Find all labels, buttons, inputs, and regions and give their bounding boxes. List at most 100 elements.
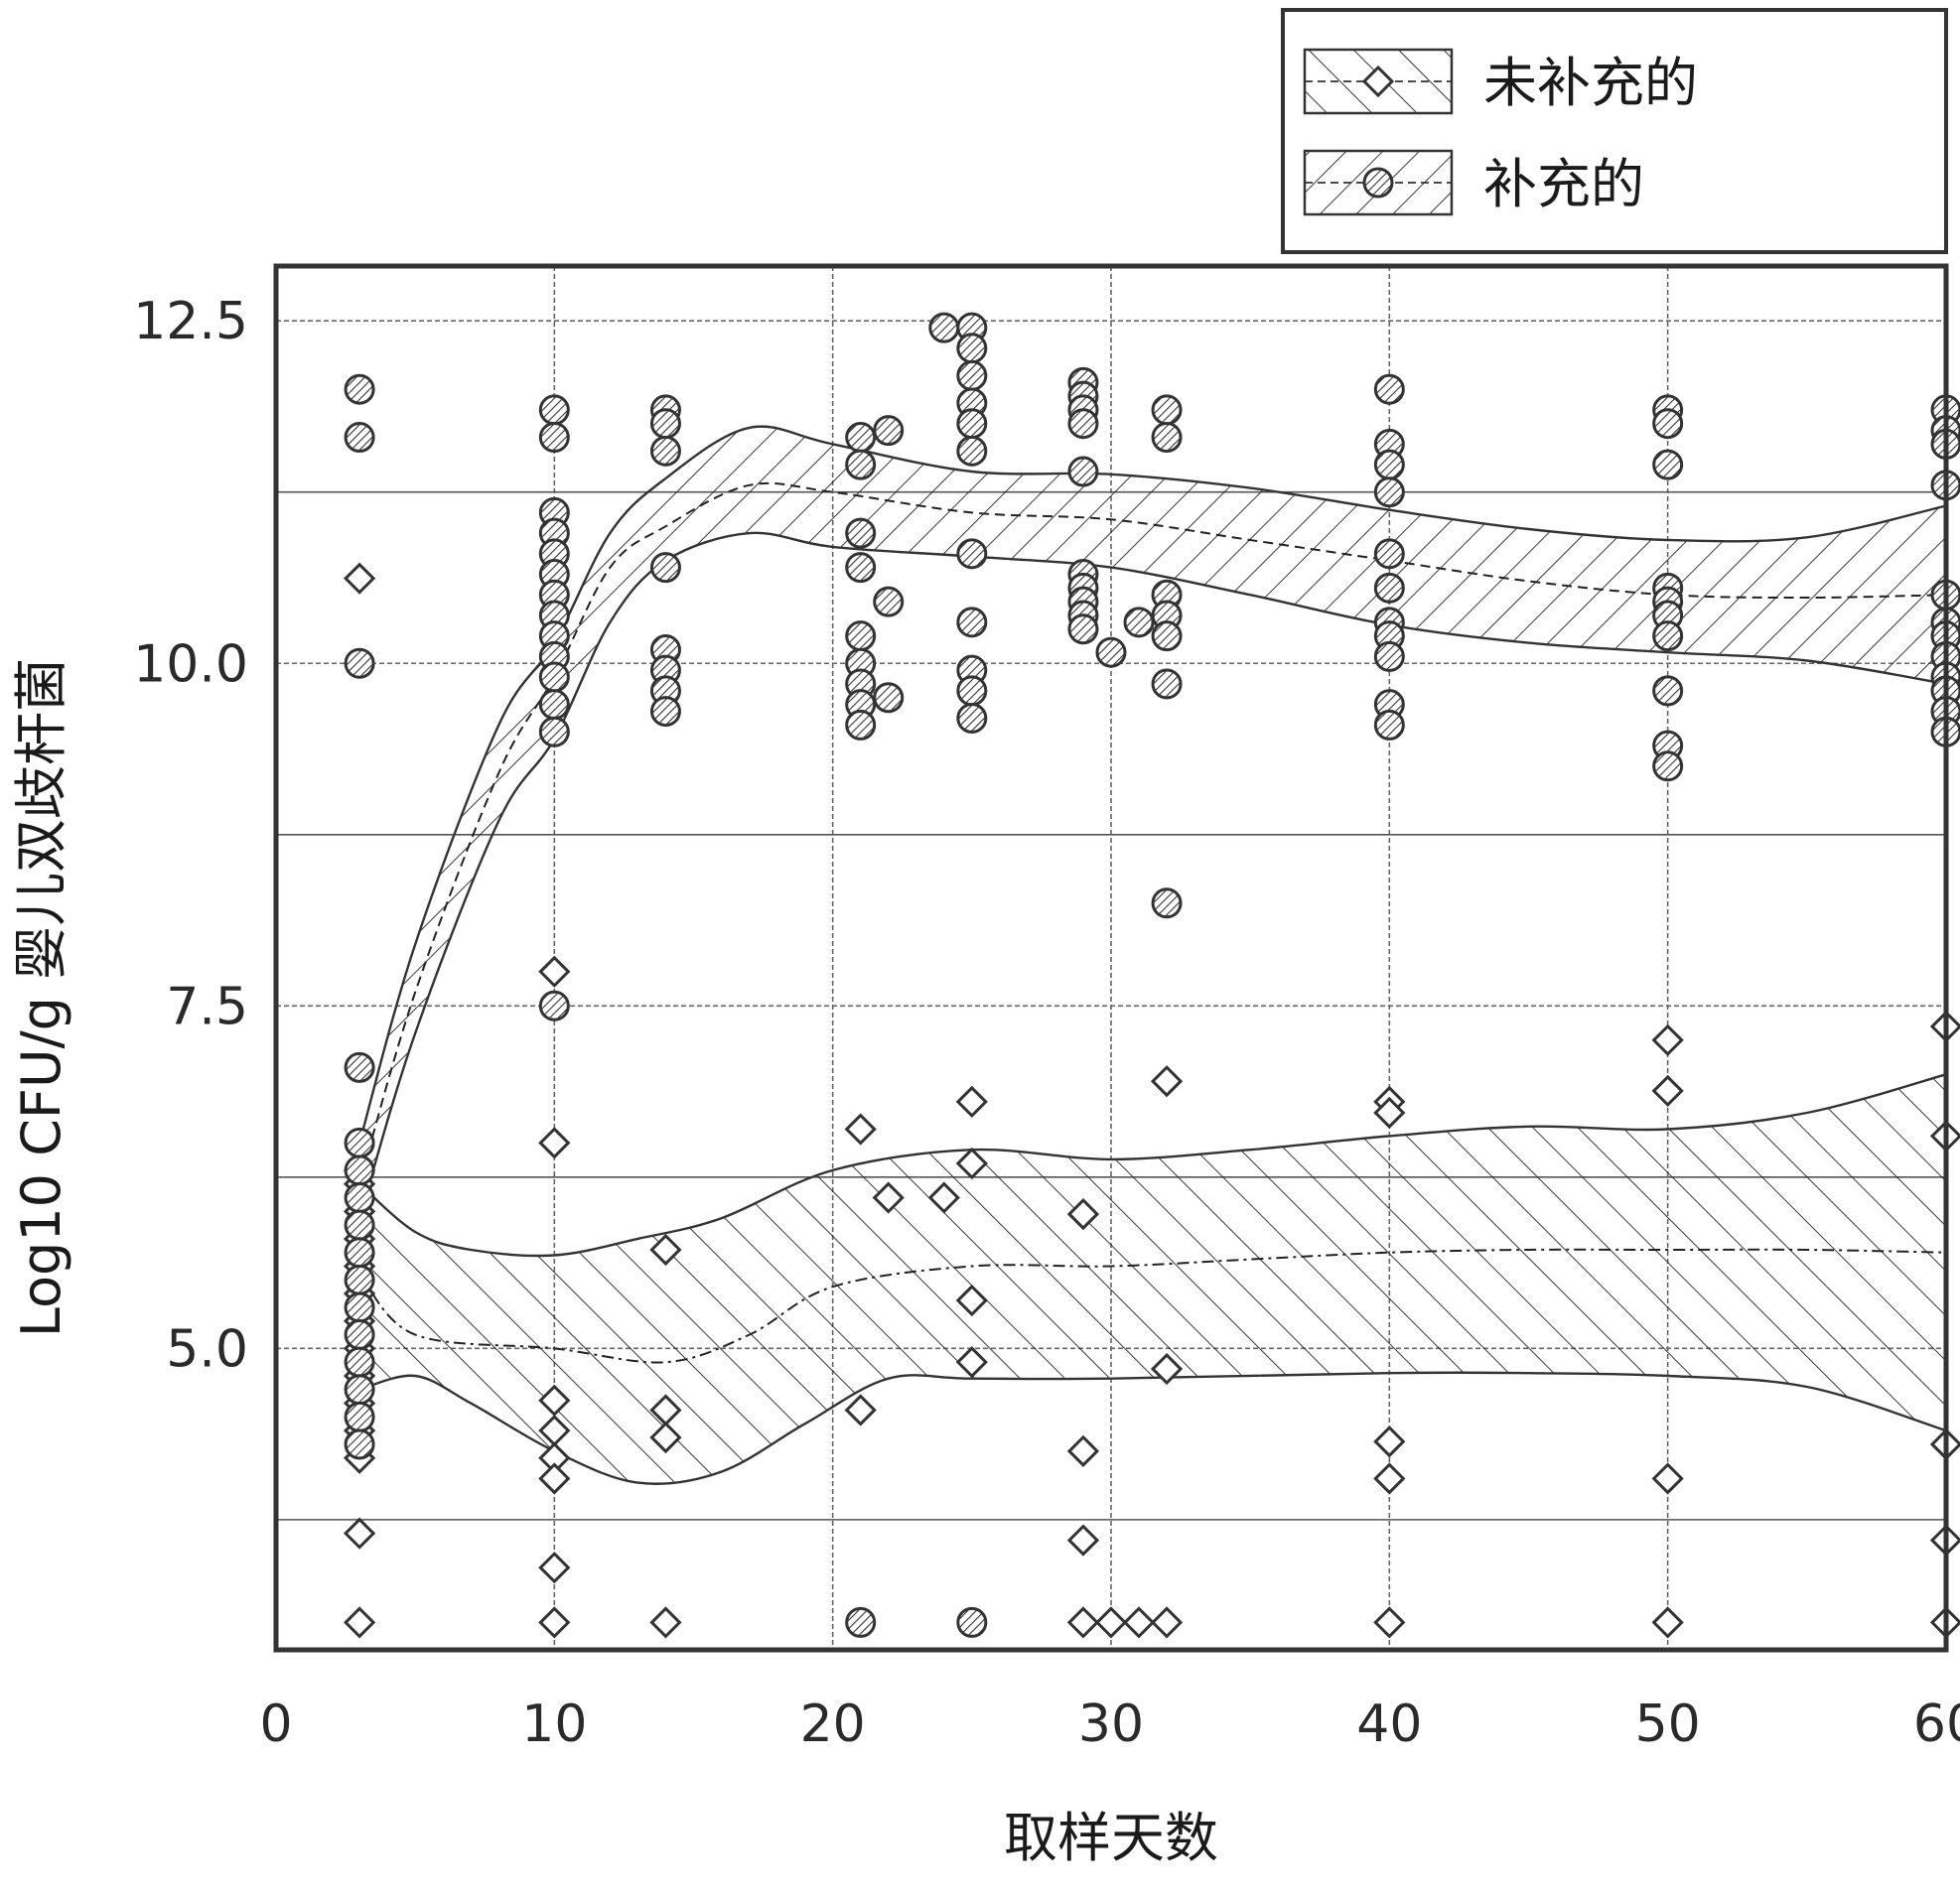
point-supplemented-41 bbox=[845, 552, 877, 584]
point-supplemented-32 bbox=[649, 435, 681, 467]
y-tick-label-7.5: 7.5 bbox=[166, 977, 248, 1036]
legend-item-unsupplemented: 未补充的 bbox=[1303, 48, 1698, 115]
point-supplemented-16 bbox=[538, 394, 570, 426]
point-supplemented-80 bbox=[1151, 620, 1183, 652]
point-unsupplemented-38 bbox=[1066, 1606, 1100, 1639]
point-supplemented-74 bbox=[1095, 636, 1127, 668]
point-supplemented-100 bbox=[1652, 620, 1684, 652]
point-unsupplemented-20 bbox=[538, 1462, 571, 1495]
y-tick-label-12.5: 12.5 bbox=[133, 292, 248, 351]
point-unsupplemented-52 bbox=[1651, 1606, 1684, 1639]
confidence-band-supplemented bbox=[357, 425, 1948, 1219]
point-supplemented-1 bbox=[344, 422, 375, 454]
point-supplemented-48 bbox=[873, 415, 905, 447]
point-supplemented-91 bbox=[1373, 640, 1405, 672]
point-unsupplemented-33 bbox=[955, 1284, 988, 1317]
point-supplemented-56 bbox=[956, 408, 988, 440]
point-unsupplemented-32 bbox=[955, 1147, 988, 1180]
point-supplemented-31 bbox=[649, 408, 681, 440]
x-tick-label-50: 50 bbox=[1635, 1695, 1701, 1754]
point-supplemented-86 bbox=[1373, 476, 1405, 508]
x-tick-label-10: 10 bbox=[521, 1695, 587, 1754]
point-supplemented-67 bbox=[1067, 408, 1099, 440]
point-supplemented-37 bbox=[649, 696, 681, 728]
point-supplemented-11 bbox=[344, 1319, 375, 1351]
point-unsupplemented-0 bbox=[343, 562, 376, 595]
point-unsupplemented-46 bbox=[1373, 1425, 1406, 1458]
point-unsupplemented-34 bbox=[955, 1346, 988, 1379]
point-unsupplemented-29 bbox=[872, 1181, 905, 1214]
point-supplemented-26 bbox=[538, 661, 570, 693]
point-supplemented-101 bbox=[1652, 675, 1684, 707]
point-supplemented-10 bbox=[344, 1291, 375, 1323]
legend-item-supplemented: 补充的 bbox=[1303, 149, 1644, 216]
y-tick-labels: 5.0 7.5 10.0 12.5 bbox=[133, 292, 248, 1379]
point-supplemented-8 bbox=[344, 1237, 375, 1269]
point-unsupplemented-47 bbox=[1373, 1462, 1406, 1495]
point-unsupplemented-36 bbox=[1066, 1434, 1100, 1467]
point-supplemented-14 bbox=[344, 1401, 375, 1432]
point-supplemented-2 bbox=[344, 647, 375, 679]
point-unsupplemented-14 bbox=[343, 1606, 376, 1639]
point-supplemented-42 bbox=[845, 620, 877, 652]
point-supplemented-75 bbox=[1123, 607, 1155, 638]
point-supplemented-9 bbox=[344, 1264, 375, 1295]
point-supplemented-85 bbox=[1373, 449, 1405, 480]
point-supplemented-88 bbox=[1373, 572, 1405, 604]
point-supplemented-82 bbox=[1151, 887, 1183, 919]
legend-marker-circle bbox=[1362, 167, 1394, 199]
point-supplemented-15 bbox=[344, 1428, 375, 1460]
plot-frame bbox=[273, 263, 1949, 1653]
point-supplemented-87 bbox=[1373, 538, 1405, 570]
point-unsupplemented-40 bbox=[1122, 1606, 1156, 1639]
point-supplemented-57 bbox=[956, 435, 988, 467]
point-supplemented-77 bbox=[1151, 422, 1183, 454]
point-unsupplemented-25 bbox=[649, 1421, 682, 1454]
point-unsupplemented-21 bbox=[538, 1552, 571, 1584]
x-tick-label-20: 20 bbox=[800, 1695, 866, 1754]
confidence-band-unsupplemented bbox=[357, 1072, 1948, 1485]
point-unsupplemented-51 bbox=[1651, 1462, 1684, 1495]
point-supplemented-29 bbox=[538, 990, 570, 1021]
point-supplemented-81 bbox=[1151, 668, 1183, 700]
point-supplemented-39 bbox=[845, 449, 877, 480]
point-supplemented-62 bbox=[956, 702, 988, 734]
point-supplemented-28 bbox=[538, 716, 570, 747]
y-tick-label-5: 5.0 bbox=[166, 1319, 248, 1379]
point-supplemented-5 bbox=[344, 1154, 375, 1186]
point-supplemented-6 bbox=[344, 1182, 375, 1214]
point-supplemented-51 bbox=[928, 312, 960, 343]
point-unsupplemented-27 bbox=[844, 1113, 877, 1146]
point-unsupplemented-26 bbox=[649, 1606, 682, 1639]
point-unsupplemented-43 bbox=[1150, 1606, 1184, 1639]
point-supplemented-63 bbox=[956, 1606, 988, 1638]
point-unsupplemented-42 bbox=[1150, 1352, 1184, 1386]
y-axis-title: Log10 CFU/g 婴儿双歧杆菌 bbox=[10, 658, 72, 1337]
point-supplemented-0 bbox=[344, 373, 375, 405]
point-unsupplemented-48 bbox=[1373, 1606, 1406, 1639]
point-unsupplemented-15 bbox=[538, 955, 571, 988]
point-unsupplemented-28 bbox=[844, 1394, 877, 1426]
point-supplemented-38 bbox=[845, 422, 877, 454]
point-supplemented-49 bbox=[873, 586, 905, 617]
point-unsupplemented-39 bbox=[1094, 1606, 1128, 1639]
legend-marker-diamond bbox=[1361, 65, 1395, 98]
point-supplemented-61 bbox=[956, 675, 988, 707]
point-supplemented-58 bbox=[956, 538, 988, 570]
point-supplemented-40 bbox=[845, 517, 877, 549]
point-supplemented-3 bbox=[344, 1051, 375, 1083]
point-supplemented-50 bbox=[873, 682, 905, 714]
point-unsupplemented-30 bbox=[927, 1181, 960, 1214]
point-supplemented-83 bbox=[1373, 373, 1405, 405]
point-unsupplemented-17 bbox=[538, 1384, 571, 1417]
x-tick-label-60: 60 bbox=[1913, 1695, 1960, 1754]
point-supplemented-59 bbox=[956, 607, 988, 638]
point-supplemented-12 bbox=[344, 1346, 375, 1378]
point-unsupplemented-37 bbox=[1066, 1524, 1100, 1557]
point-supplemented-93 bbox=[1373, 709, 1405, 741]
point-unsupplemented-50 bbox=[1651, 1074, 1684, 1108]
point-supplemented-46 bbox=[845, 709, 877, 741]
point-supplemented-73 bbox=[1067, 613, 1099, 645]
